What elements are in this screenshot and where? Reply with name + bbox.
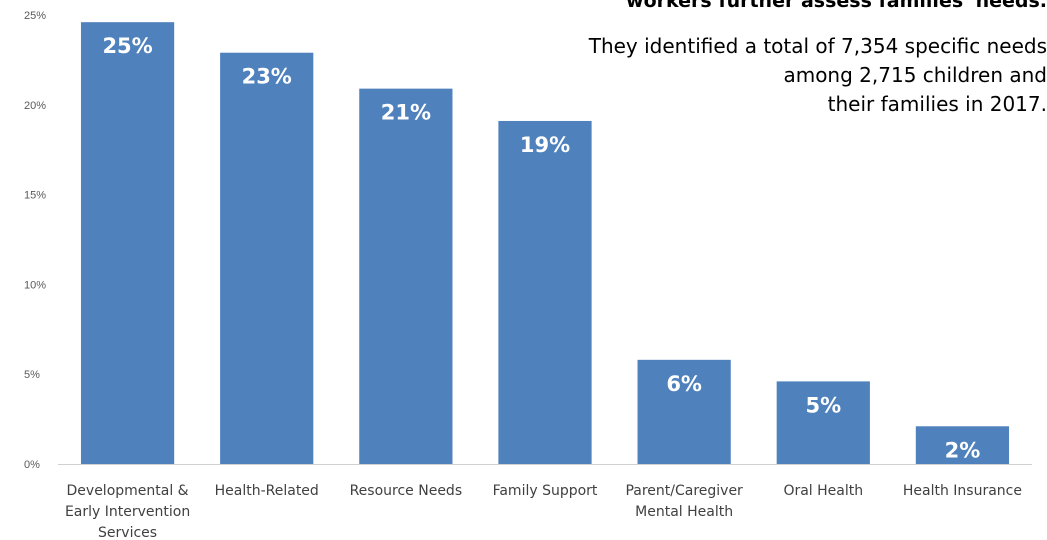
bar-value-label: 23% xyxy=(242,65,292,89)
bar xyxy=(498,120,592,465)
subtitle-line: They identified a total of 7,354 specifi… xyxy=(588,34,1047,58)
x-category-label: Health-Related xyxy=(215,483,319,499)
bar xyxy=(80,22,175,465)
bars xyxy=(80,22,1010,465)
chart-title: workers further assess families' needs. xyxy=(626,0,1047,12)
x-category-label: Developmental & Early Intervention Service… xyxy=(65,483,190,540)
subtitle-line: their families in 2017. xyxy=(828,92,1047,116)
subtitle-line: among 2,715 children and xyxy=(783,63,1047,87)
x-category-label: Resource Needs xyxy=(350,483,463,499)
chart-subtitle: They identified a total of 7,354 specifi… xyxy=(588,34,1047,116)
x-category-label: Family Support xyxy=(493,483,598,499)
bar-value-label: 25% xyxy=(102,34,152,58)
bar xyxy=(776,381,870,464)
bar xyxy=(220,52,314,464)
x-axis-labels: Developmental & Early Intervention Service… xyxy=(65,483,1022,540)
bar xyxy=(637,359,731,464)
y-axis: 0% 5% 10% 15% 20% 25% xyxy=(24,10,46,471)
bar-value-label: 5% xyxy=(805,393,841,417)
y-tick-label: 10% xyxy=(24,279,46,291)
x-category-label: Health Insurance xyxy=(903,483,1022,499)
bar xyxy=(359,88,453,465)
y-tick-label: 15% xyxy=(24,190,46,202)
bar-value-label: 21% xyxy=(381,101,431,125)
bar-value-label: 19% xyxy=(520,133,570,157)
bar-value-label: 2% xyxy=(945,438,981,462)
y-tick-label: 5% xyxy=(24,369,40,381)
x-category-label: Oral Health xyxy=(783,483,863,499)
y-tick-label: 25% xyxy=(24,10,46,22)
x-category-label: Parent/Caregiver Mental Health xyxy=(625,483,743,520)
bar-value-label: 6% xyxy=(666,372,702,396)
y-tick-label: 0% xyxy=(24,459,40,471)
y-tick-label: 20% xyxy=(24,100,46,112)
value-labels: 25% 23% 21% 19% 6% 5% 2% xyxy=(102,34,980,462)
bar xyxy=(915,426,1010,464)
